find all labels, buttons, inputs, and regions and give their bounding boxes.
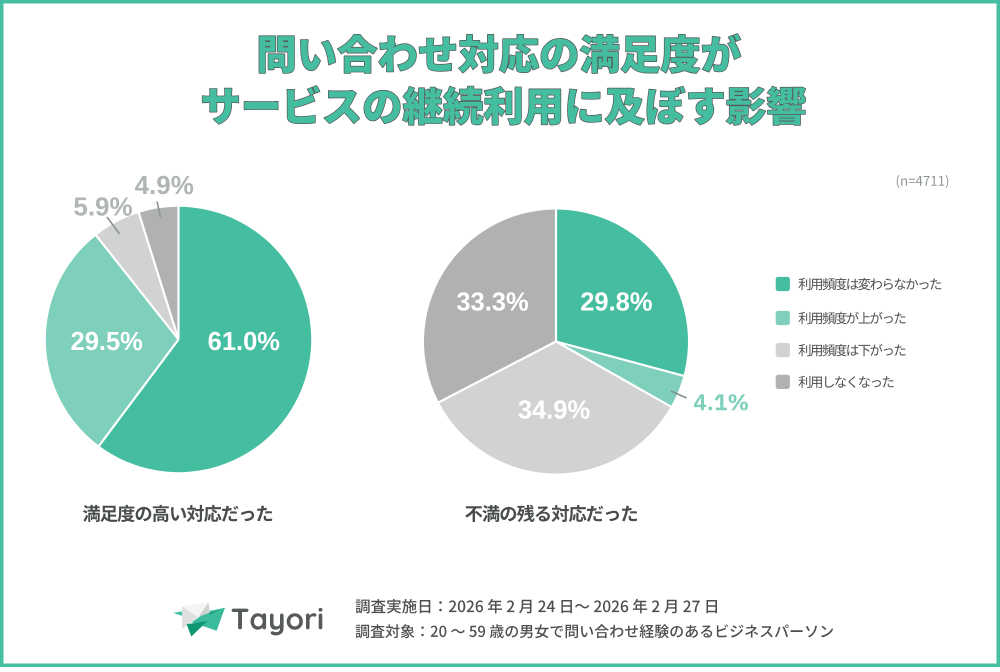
svg-text:29.5%: 29.5% (71, 328, 143, 356)
svg-text:29.8%: 29.8% (580, 289, 652, 317)
svg-text:33.3%: 33.3% (456, 289, 528, 317)
svg-text:34.9%: 34.9% (518, 397, 590, 425)
svg-text:4.9%: 4.9% (135, 170, 194, 200)
svg-text:5.9%: 5.9% (73, 192, 132, 222)
svg-text:61.0%: 61.0% (208, 328, 280, 356)
